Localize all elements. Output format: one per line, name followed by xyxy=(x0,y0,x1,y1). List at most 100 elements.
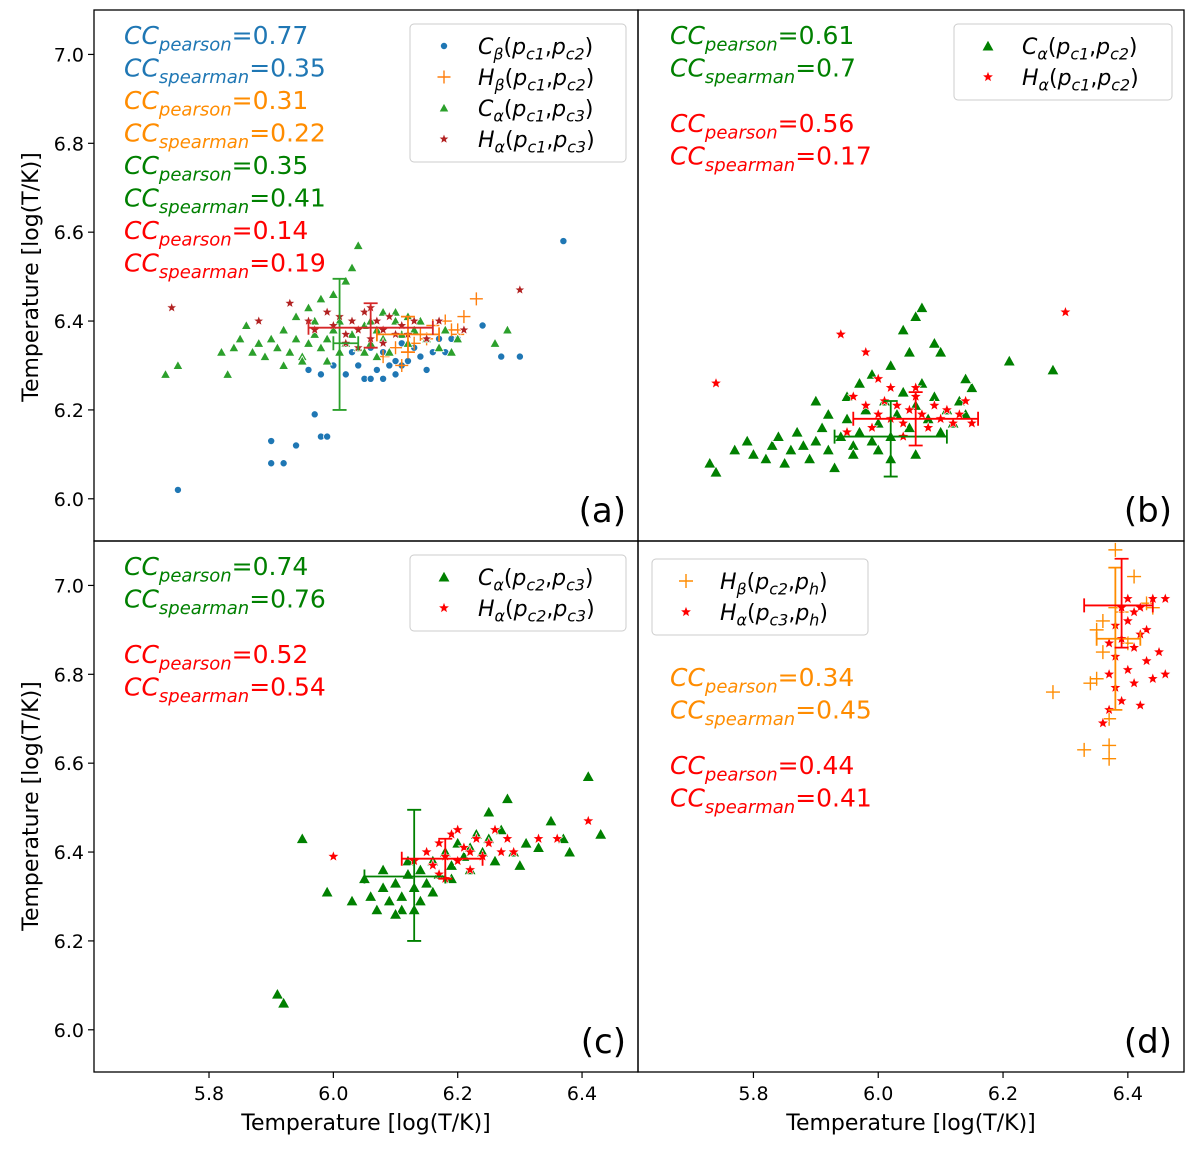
cc-spearman-annotation: CCspearman=0.41 xyxy=(124,184,326,218)
y-tick-label: 6.4 xyxy=(54,842,84,864)
data-point xyxy=(562,845,577,858)
data-point xyxy=(965,380,979,393)
y-tick-label: 7.0 xyxy=(54,44,84,66)
data-point xyxy=(482,836,496,849)
data-point xyxy=(283,297,296,309)
data-point xyxy=(234,333,246,344)
data-point xyxy=(952,407,966,420)
legend-label: Cα(pc1,pc3) xyxy=(478,97,594,126)
data-point xyxy=(321,305,334,318)
cc-spearman-annotation: CCspearman=0.22 xyxy=(124,119,326,153)
data-point xyxy=(426,885,440,898)
data-point xyxy=(488,822,502,836)
data-point xyxy=(383,346,395,357)
data-point xyxy=(1096,716,1110,729)
data-point xyxy=(921,420,935,434)
data-point xyxy=(1121,663,1135,676)
legend-box xyxy=(409,554,627,632)
data-point xyxy=(513,858,527,871)
data-point xyxy=(902,345,917,358)
data-point xyxy=(740,434,754,447)
data-point xyxy=(840,425,854,438)
data-point xyxy=(395,889,409,902)
x-tick-label: 6.4 xyxy=(1113,1083,1143,1105)
data-point xyxy=(389,306,402,317)
data-point xyxy=(451,822,465,836)
data-point xyxy=(777,456,792,469)
data-point xyxy=(391,357,400,366)
data-point xyxy=(346,314,358,327)
data-point xyxy=(865,367,879,380)
data-point xyxy=(315,341,327,353)
legend-marker xyxy=(438,102,450,113)
data-point xyxy=(531,831,546,845)
data-point xyxy=(388,876,403,889)
legend-box xyxy=(409,23,627,163)
y-tick-label: 6.2 xyxy=(54,400,84,422)
cc-pearson-annotation: CCpearson=0.44 xyxy=(670,751,854,785)
data-point xyxy=(1115,694,1129,707)
data-point xyxy=(1158,591,1172,605)
data-point xyxy=(915,376,929,389)
legend-box xyxy=(651,558,869,636)
data-point xyxy=(915,407,929,420)
data-point xyxy=(469,292,483,306)
data-point xyxy=(383,310,396,322)
data-point xyxy=(1046,363,1060,376)
cc-spearman-annotation: CCspearman=0.45 xyxy=(670,696,872,730)
y-tick-label: 6.6 xyxy=(54,753,84,775)
data-point xyxy=(865,420,879,434)
data-point xyxy=(388,907,403,920)
data-point xyxy=(927,336,942,349)
data-point xyxy=(265,333,277,344)
data-point xyxy=(896,385,910,398)
data-point xyxy=(432,836,446,849)
data-point xyxy=(1121,614,1135,627)
y-tick-label: 7.0 xyxy=(54,575,84,597)
data-point xyxy=(940,403,954,416)
data-point xyxy=(327,288,339,299)
data-point xyxy=(276,996,291,1009)
data-point xyxy=(796,438,811,451)
data-point xyxy=(883,358,898,371)
error-bar xyxy=(400,837,484,880)
data-point xyxy=(515,352,524,361)
legend-label: Cβ(pc1,pc2) xyxy=(478,35,593,64)
data-point xyxy=(759,451,773,465)
data-point xyxy=(550,831,564,845)
y-tick-label: 6.0 xyxy=(54,1020,84,1042)
cc-spearman-annotation: CCspearman=0.35 xyxy=(124,54,326,88)
data-point xyxy=(366,374,375,383)
data-point xyxy=(416,352,425,361)
x-tick-label: 6.2 xyxy=(443,1083,473,1105)
legend-marker xyxy=(981,39,995,52)
legend-marker xyxy=(439,42,448,51)
data-point xyxy=(489,337,501,348)
data-point xyxy=(370,902,384,916)
data-point xyxy=(519,836,533,849)
data-point xyxy=(933,345,948,358)
data-point xyxy=(284,346,296,357)
data-point xyxy=(259,350,271,361)
error-bar xyxy=(375,315,440,354)
data-point xyxy=(376,880,390,893)
data-point xyxy=(890,398,904,411)
data-point xyxy=(1158,667,1172,680)
y-tick-label: 6.8 xyxy=(54,133,84,155)
data-point xyxy=(433,314,446,327)
data-point xyxy=(1152,645,1166,658)
data-point xyxy=(500,831,514,845)
data-point xyxy=(581,814,595,827)
data-point xyxy=(784,443,798,456)
data-point xyxy=(727,443,742,456)
data-point xyxy=(457,310,471,324)
data-point xyxy=(452,333,464,344)
data-point xyxy=(746,447,761,460)
cc-spearman-annotation: CCspearman=0.17 xyxy=(670,142,872,176)
x-tick-label: 5.8 xyxy=(194,1083,224,1105)
data-point xyxy=(802,451,817,465)
data-point xyxy=(709,376,723,389)
data-point xyxy=(809,434,823,447)
legend-marker xyxy=(981,70,995,83)
data-point xyxy=(320,885,334,898)
